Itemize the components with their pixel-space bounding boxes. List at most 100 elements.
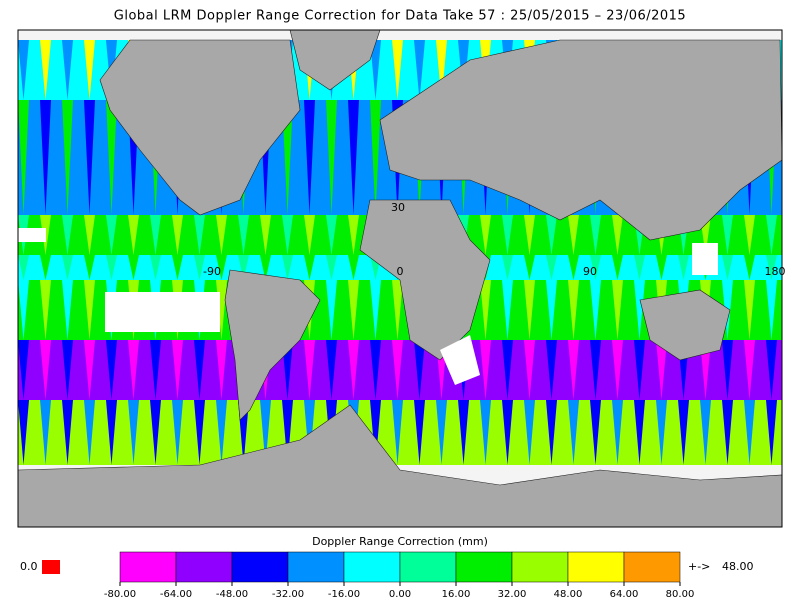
swath-stripe [194,400,205,465]
swath-stripe [216,400,227,465]
swath-stripe [568,280,579,340]
swath-stripe [128,340,139,400]
swath-stripe [18,255,29,280]
swath-stripe [766,280,777,340]
swath-stripe [524,400,535,465]
swath-stripe [370,100,381,215]
swath-stripe [766,340,777,400]
swath-stripe [590,400,601,465]
swath-stripe [84,40,95,100]
swath-stripe [326,255,337,280]
colorbar-segment [399,551,457,583]
swath-stripe [150,215,161,255]
swath-stripe [62,100,73,215]
swath-stripe [546,340,557,400]
colorbar-tick-label: -64.00 [160,589,192,600]
swath-stripe [722,400,733,465]
swath-stripe [634,400,645,465]
swath-stripe [348,215,359,255]
swath-stripe [106,255,117,280]
swath-stripe [766,400,777,465]
swath-stripe [150,340,161,400]
swath-stripe [62,280,73,340]
swath-stripe [194,215,205,255]
swath-stripe [62,400,73,465]
swath-stripe [84,280,95,340]
swath-stripe [304,100,315,215]
map: 30 -90 0 90 180 [17,29,786,528]
swath-stripe [744,340,755,400]
australia [639,289,731,361]
swath-stripe [106,400,117,465]
swath-stripe [612,340,623,400]
swath-stripe [282,400,293,465]
grid-label: 0 [397,265,404,278]
grid-label: 90 [583,265,597,278]
swath-stripe [612,215,623,255]
swath-stripe [392,340,403,400]
swath-stripe [502,255,513,280]
title: Global LRM Doppler Range Correction for … [114,9,686,24]
swath-stripe [612,255,623,280]
swath-stripe [18,40,29,100]
swath-stripe [370,340,381,400]
swath-stripe [172,215,183,255]
colorbar-tick-label: 32.00 [498,589,527,600]
swath-stripe [590,280,601,340]
swath-stripe [414,340,425,400]
colorbar-tick-label: -16.00 [328,589,360,600]
swath-stripe [612,400,623,465]
swath-stripe [150,400,161,465]
swath-stripe [656,400,667,465]
swath-stripe [128,215,139,255]
colorbar-segment [623,551,681,583]
swath-stripe [348,100,359,215]
no-data-area [692,243,718,275]
swath-stripe [546,400,557,465]
swath-stripe [590,255,601,280]
map-frame [17,29,783,528]
swath-stripe [62,215,73,255]
swath-stripe [18,100,29,215]
colorbar-segment [455,551,513,583]
swath-stripe [84,215,95,255]
grid-label: -90 [203,265,221,278]
swath-stripe [568,400,579,465]
swath-stripe [326,280,337,340]
swath-stripe [40,100,51,215]
swath-stripe [502,340,513,400]
swath-stripe [744,280,755,340]
no-data-area [18,228,46,242]
swath-stripe [62,255,73,280]
swath-stripe [304,340,315,400]
swath-stripe [524,280,535,340]
swath-stripe [260,400,271,465]
swath-stripe [40,400,51,465]
swath-stripe [700,340,711,400]
swath-stripe [766,215,777,255]
overflow-arrow: +-> [688,560,710,573]
swath-stripe [722,340,733,400]
swath-stripe [480,400,491,465]
overflow-value: 48.00 [722,560,754,573]
swath-stripe [106,100,117,215]
colorbar-tick-label: 0.00 [389,589,411,600]
swath-stripe [414,400,425,465]
swath-stripe [546,255,557,280]
swath-stripe [348,280,359,340]
swath-stripe [634,340,645,400]
swath-stripe [590,340,601,400]
swath-stripe [304,400,315,465]
swath-stripe [84,100,95,215]
swath-stripe [634,255,645,280]
swath-stripe [744,215,755,255]
swath-stripe [326,100,337,215]
eurasia [379,39,783,241]
swath-stripe [568,340,579,400]
grid-label: 30 [391,201,405,214]
swath-stripe [172,255,183,280]
grid-label: 180 [765,265,786,278]
north-america [99,39,301,216]
swath-stripe [678,400,689,465]
